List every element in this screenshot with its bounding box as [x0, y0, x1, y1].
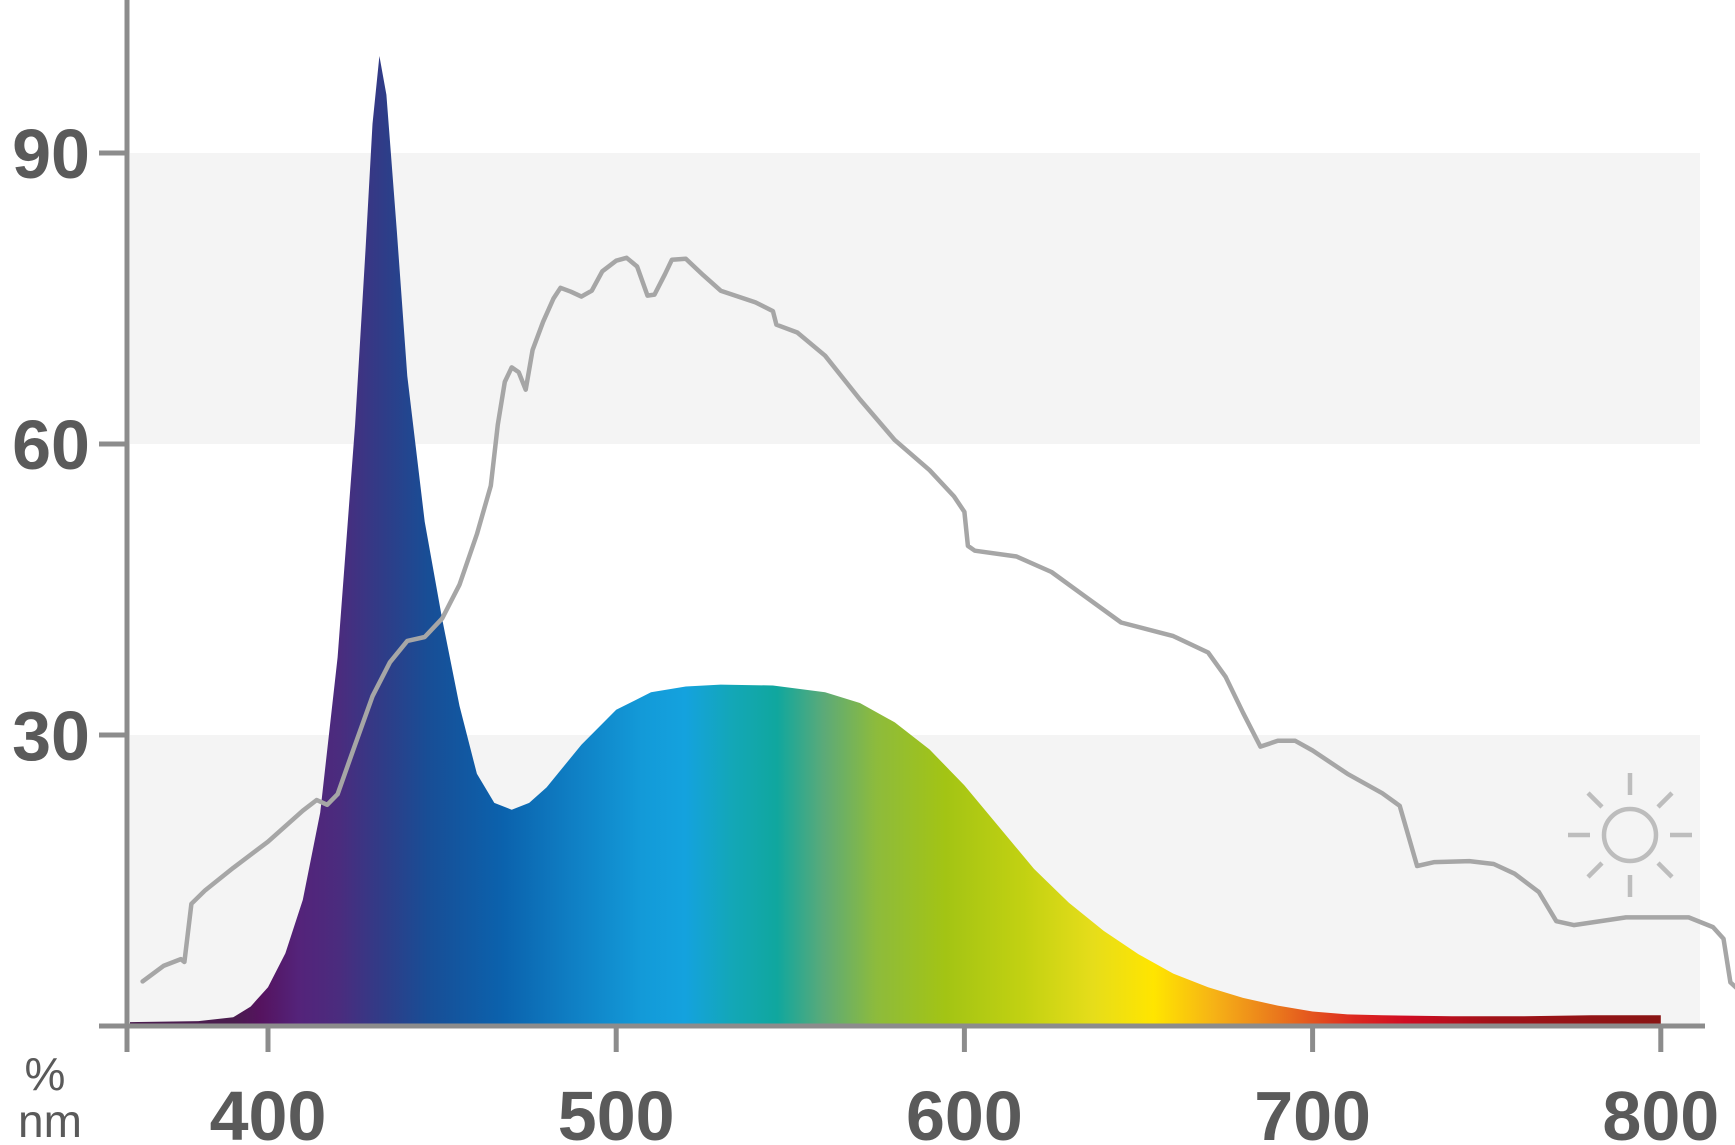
sun-icon: [1568, 773, 1692, 897]
axes: [99, 0, 1705, 1042]
x-tick-label: 500: [558, 1077, 675, 1145]
x-tick-label: 600: [906, 1077, 1023, 1145]
daylight-curve-layer: [140, 255, 1735, 990]
y-tick-label: 60: [12, 406, 90, 484]
daylight-curve: [140, 255, 1735, 990]
y-unit-label: %: [25, 1048, 66, 1100]
x-tick-label: 700: [1254, 1077, 1371, 1145]
spectrum-area: [130, 56, 1661, 1026]
y-tick-label: 90: [12, 115, 90, 193]
x-tick-label: 800: [1602, 1077, 1719, 1145]
spectrum-area-layer: [130, 56, 1661, 1026]
y-ticks: 30 60 90: [12, 115, 127, 775]
x-unit-label: nm: [18, 1095, 82, 1145]
x-ticks: 400 500 600 700 800: [124, 1026, 1719, 1145]
y-tick-label: 30: [12, 697, 90, 775]
x-tick-label: 400: [210, 1077, 327, 1145]
